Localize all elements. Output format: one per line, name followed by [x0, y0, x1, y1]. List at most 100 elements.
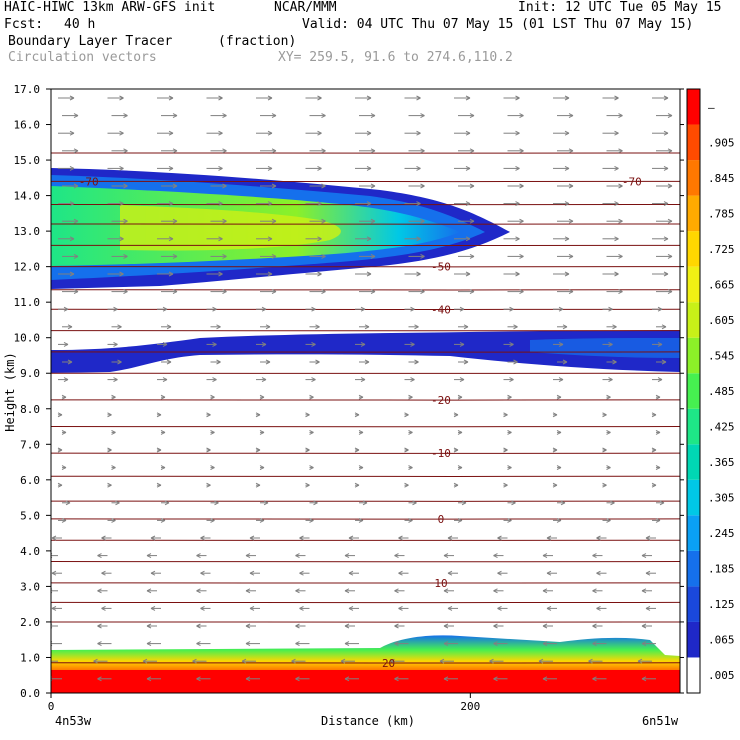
vector-head: [156, 447, 162, 453]
vector-head: [249, 570, 255, 576]
isotherm-line: [51, 351, 680, 353]
vector-head: [556, 465, 562, 471]
vector-head: [61, 517, 67, 523]
vector-head: [123, 253, 128, 259]
vector-head: [602, 482, 607, 488]
colorbar-label: .245: [708, 527, 735, 540]
isotherm-line: [51, 582, 680, 584]
vector-head: [663, 95, 669, 101]
vector-head: [267, 201, 273, 207]
colorbar-label: .905: [708, 136, 735, 149]
isotherm-line: [51, 372, 680, 375]
vector-head: [564, 236, 570, 242]
isotherm-line: [51, 180, 680, 183]
vector-head: [443, 553, 449, 559]
vector-head: [358, 429, 364, 435]
vector-head: [348, 570, 354, 576]
vector-head: [503, 412, 508, 418]
vector-head: [564, 271, 570, 277]
vector-head: [420, 148, 425, 154]
vector-head: [166, 324, 172, 330]
vector-head: [465, 165, 471, 171]
vector-head: [515, 236, 520, 242]
vector-head: [321, 253, 326, 259]
isotherm-line: [51, 662, 680, 664]
isotherm-line: [51, 500, 680, 502]
vector-head: [465, 95, 471, 101]
vector-head: [659, 500, 665, 506]
vector-head: [259, 429, 265, 435]
vector-head: [119, 201, 124, 207]
vector-head: [661, 359, 667, 365]
vector-head: [61, 394, 67, 400]
vector-head: [200, 570, 205, 576]
vector-head: [196, 588, 201, 594]
vector-head: [560, 500, 566, 506]
vector-head: [344, 588, 350, 594]
vector-head: [511, 500, 516, 506]
vector-head: [67, 359, 73, 365]
vector-head: [360, 377, 366, 383]
colorbar-label: .425: [708, 421, 735, 434]
vector-head: [255, 482, 261, 488]
vector-head: [259, 394, 265, 400]
y-tick-label: 6.0: [20, 474, 40, 487]
vector-head: [261, 341, 267, 347]
vector-head: [469, 148, 475, 154]
vector-head: [218, 130, 223, 136]
vector-head: [222, 183, 227, 189]
vector-head: [216, 359, 221, 365]
vector-head: [564, 165, 570, 171]
vector-head: [299, 605, 304, 611]
vector-head: [358, 394, 364, 400]
vector-head: [562, 324, 568, 330]
vector-head: [469, 113, 475, 119]
vector-head: [311, 377, 316, 383]
vector-head: [309, 429, 314, 435]
vector-head: [404, 482, 409, 488]
vector-head: [267, 236, 273, 242]
vector-head: [172, 183, 178, 189]
colorbar-label: .845: [708, 172, 735, 185]
vector-head: [667, 148, 673, 154]
vector-head: [592, 553, 597, 559]
isotherm-line: [51, 152, 680, 154]
vector-head: [69, 130, 75, 136]
vector-head: [366, 165, 372, 171]
vector-head: [259, 517, 265, 523]
isotherm-line: [51, 288, 680, 291]
isotherm-line: [51, 265, 680, 268]
vector-head: [614, 95, 619, 101]
vector-head: [321, 218, 326, 224]
vector-head: [172, 218, 178, 224]
vector-head: [370, 113, 376, 119]
vector-head: [542, 588, 548, 594]
vector-head: [317, 236, 322, 242]
isotherm-line: [51, 452, 680, 454]
vector-head: [364, 324, 370, 330]
vector-head: [364, 359, 370, 365]
vector-head: [469, 289, 475, 295]
vector-head: [497, 605, 502, 611]
vector-head: [212, 306, 217, 312]
vector-head: [249, 605, 255, 611]
vector-head: [160, 465, 166, 471]
vector-head: [354, 412, 360, 418]
isotherm-label: -20: [431, 394, 451, 407]
vector-head: [245, 623, 251, 629]
colorbar-swatch: [687, 302, 700, 338]
vector-head: [420, 113, 425, 119]
vector-head: [61, 465, 67, 471]
vector-head: [657, 306, 663, 312]
colorbar-label: .065: [708, 634, 735, 647]
y-tick-label: 1.0: [20, 651, 40, 664]
isotherm-line: [51, 518, 680, 520]
vector-head: [101, 605, 106, 611]
vector-head: [222, 148, 227, 154]
vector-head: [162, 306, 168, 312]
vector-head: [618, 218, 623, 224]
colorbar-swatch: [687, 621, 700, 658]
vector-head: [73, 148, 79, 154]
vector-head: [97, 641, 102, 647]
vector-head: [200, 535, 205, 541]
